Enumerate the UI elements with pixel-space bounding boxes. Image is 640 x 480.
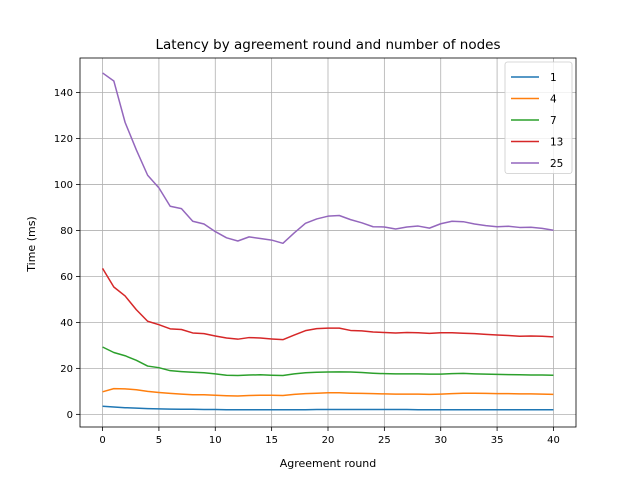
- legend-label-25: 25: [550, 158, 563, 170]
- y-axis-label: Time (ms): [25, 216, 38, 272]
- legend: 1 4 7 13 25: [504, 61, 573, 174]
- y-tick-label: 20: [60, 364, 73, 375]
- x-axis-label: Agreement round: [280, 457, 377, 470]
- y-tick-label: 60: [60, 272, 73, 283]
- x-tick-label: 10: [209, 435, 222, 446]
- x-tick-label: 35: [491, 435, 504, 446]
- y-tick-label: 80: [60, 226, 73, 237]
- series-line-25: [102, 72, 554, 245]
- y-tick-label: 120: [54, 134, 73, 145]
- x-tick-label: 25: [378, 435, 391, 446]
- y-tick-label: 40: [60, 318, 73, 329]
- x-tick-label: 20: [322, 435, 335, 446]
- series-line-4: [102, 387, 554, 397]
- x-tick-label: 0: [99, 435, 105, 446]
- ticks: 0 5 10 15 20 25 30 35 40 0 20 40 60 80 100 120 140: [54, 88, 560, 446]
- legend-label-1: 1: [550, 72, 557, 84]
- series-line-1: [102, 405, 554, 411]
- series-line-13: [101, 267, 554, 341]
- legend-label-4: 4: [550, 94, 557, 106]
- legend-label-13: 13: [550, 137, 563, 149]
- x-tick-label: 40: [547, 435, 560, 446]
- x-tick-label: 15: [265, 435, 278, 446]
- y-tick-label: 0: [67, 410, 73, 421]
- series-line-7: [102, 346, 554, 377]
- chart-title: Latency by agreement round and number of…: [156, 37, 501, 53]
- x-tick-label: 30: [434, 435, 447, 446]
- legend-label-7: 7: [550, 115, 557, 127]
- y-tick-label: 100: [54, 180, 73, 191]
- x-tick-label: 5: [156, 435, 162, 446]
- series-lines: [101, 72, 554, 411]
- legend-box: [504, 61, 573, 174]
- y-tick-label: 140: [54, 88, 73, 99]
